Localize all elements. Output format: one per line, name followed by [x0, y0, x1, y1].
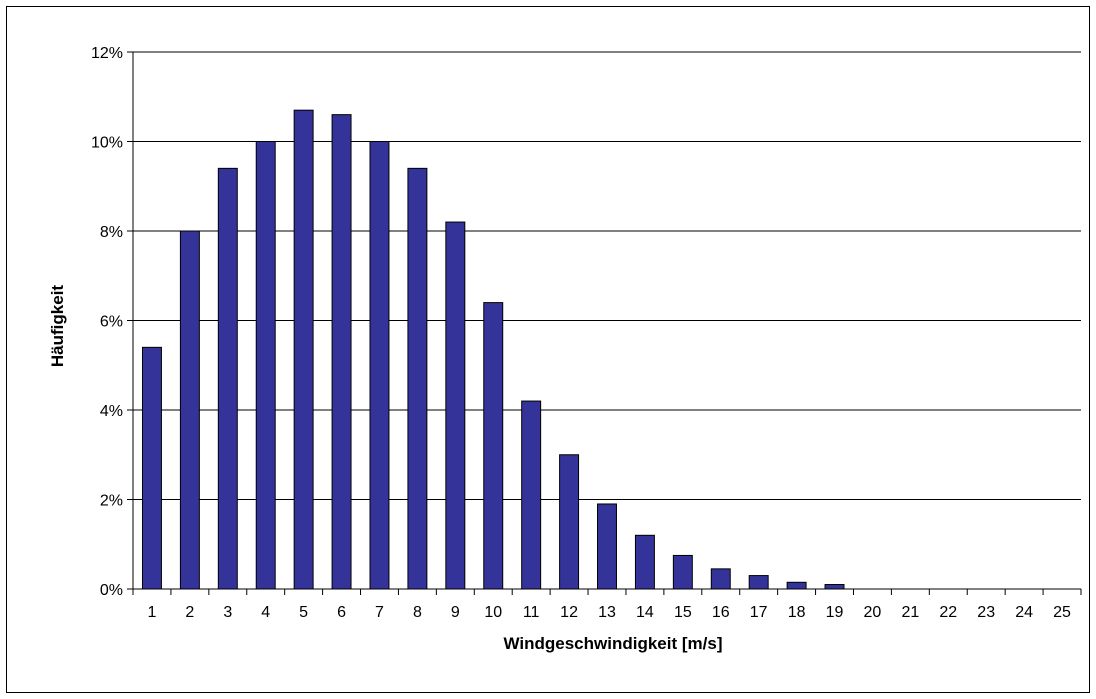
bar	[483, 302, 504, 590]
x-tick-labels: 1 2 3 4 5 6 7 8 9 10 11 12 13 14 15 16 17 18 19 20 21 22 23 24 2…	[148, 604, 1072, 621]
bar	[141, 346, 162, 590]
x-tick-label: 7	[375, 604, 384, 621]
bar	[331, 114, 352, 590]
y-tick-label: 6%	[100, 314, 123, 331]
bar	[521, 400, 542, 590]
bar	[824, 584, 845, 590]
bar	[369, 141, 390, 590]
x-tick-label: 10	[484, 604, 502, 621]
bar-chart: 0%2%4%6%8%10%12% 1 2 3 4 5 6 7 8 9 10 11 12 13 14 15 16…	[48, 45, 1082, 653]
bar	[672, 554, 693, 590]
x-tick-label: 8	[413, 604, 422, 621]
y-axis-title: Häufigkeit	[48, 285, 67, 368]
y-tick-label: 4%	[100, 403, 123, 420]
x-tick-label: 14	[636, 604, 654, 621]
x-tick-label: 22	[939, 604, 957, 621]
bar	[786, 581, 807, 590]
x-tick-label: 25	[1053, 604, 1071, 621]
bar	[634, 534, 655, 590]
bar	[559, 454, 580, 590]
bars	[141, 109, 845, 590]
x-tick-label: 21	[901, 604, 919, 621]
x-tick-label: 24	[1015, 604, 1033, 621]
axes	[127, 51, 1082, 595]
x-tick-label: 4	[261, 604, 270, 621]
y-tick-label: 8%	[100, 224, 123, 241]
x-tick-label: 20	[864, 604, 882, 621]
bar	[179, 230, 200, 590]
bar	[597, 503, 617, 590]
x-tick-label: 19	[826, 604, 844, 621]
x-tick-label: 2	[185, 604, 194, 621]
x-tick-label: 6	[337, 604, 346, 621]
x-tick-label: 1	[148, 604, 157, 621]
bar	[748, 575, 769, 590]
bar	[710, 568, 731, 590]
bar	[255, 141, 276, 590]
gridlines	[133, 51, 1081, 500]
x-tick-label: 12	[560, 604, 578, 621]
x-tick-label: 3	[223, 604, 232, 621]
chart-frame: 0% 2% 4% 6% 8% 10% 12% 1 2 3 4 5 6 7 8 9 10 11 12 13 14 15 16…	[6, 6, 1090, 693]
x-tick-label: 11	[523, 604, 540, 621]
x-tick-label: 15	[674, 604, 692, 621]
bar	[407, 167, 428, 590]
y-tick-labels: 0% 2% 4% 6% 8% 10% 12%	[91, 45, 123, 599]
x-tick-label: 5	[299, 604, 308, 621]
x-tick-label: 9	[451, 604, 460, 621]
y-tick-label: 2%	[100, 493, 123, 510]
x-tick-label: 13	[598, 604, 616, 621]
bar	[217, 167, 238, 590]
x-tick-label: 23	[977, 604, 995, 621]
x-tick-label: 18	[788, 604, 806, 621]
bar	[445, 221, 466, 590]
y-tick-label: 0%	[100, 582, 123, 599]
x-axis-title: Windgeschwindigkeit [m/s]	[504, 634, 723, 653]
x-tick-label: 17	[750, 604, 768, 621]
y-tick-label: 12%	[91, 45, 123, 62]
y-tick-label: 10%	[91, 135, 123, 152]
bar	[293, 109, 314, 590]
x-tick-label: 16	[712, 604, 730, 621]
